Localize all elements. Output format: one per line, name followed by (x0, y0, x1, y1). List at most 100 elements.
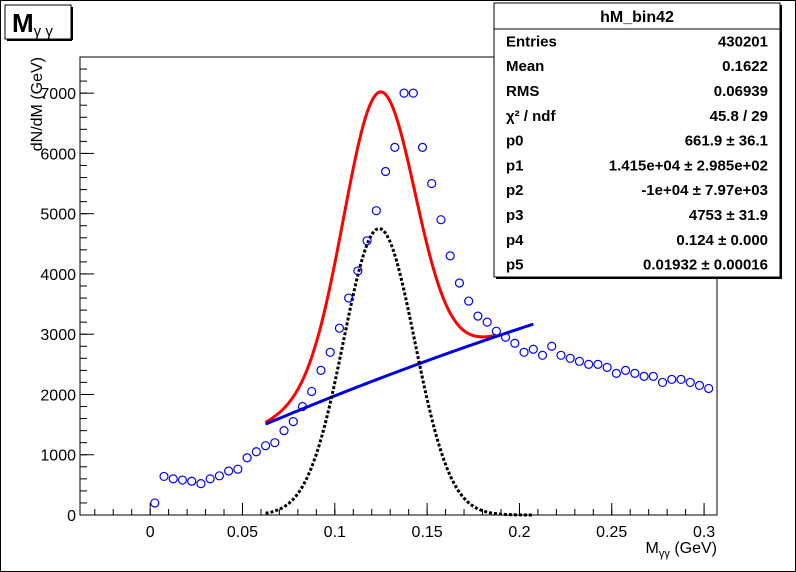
y-tick-label: 5000 (40, 207, 76, 224)
y-tick-label: 1000 (40, 448, 76, 465)
stats-row-value: -1e+04 ± 7.97e+03 (641, 182, 768, 199)
data-point (445, 251, 455, 261)
stats-row-value: 4753 ± 31.9 (689, 207, 768, 224)
stats-row-label: RMS (506, 83, 539, 100)
y-tick-label: 0 (67, 508, 76, 525)
data-point (417, 142, 428, 152)
data-point (667, 374, 677, 385)
data-point (436, 215, 446, 225)
stats-row-value: 0.1622 (722, 58, 768, 75)
data-point (473, 311, 483, 321)
data-point (685, 377, 695, 388)
data-point (380, 166, 391, 177)
x-tick-label: 0 (146, 524, 155, 541)
stats-row-value: 0.124 ± 0.000 (676, 232, 768, 249)
y-tick-label: 3000 (40, 327, 76, 344)
data-point (565, 353, 575, 363)
data-point (159, 471, 169, 482)
hist-title: Mγ γ (12, 8, 53, 40)
data-point (177, 475, 188, 485)
data-point (408, 88, 418, 98)
data-point (242, 453, 252, 463)
data-point (491, 326, 501, 336)
stats-box-title: hM_bin42 (600, 9, 674, 26)
data-point (371, 206, 381, 216)
data-point (464, 296, 474, 306)
stats-row-label: p3 (506, 207, 524, 224)
stats-row-value: 1.415e+04 ± 2.985e+02 (609, 157, 768, 174)
y-axis-title: dN/dM (GeV) (29, 57, 46, 151)
stats-row-label: p2 (506, 182, 524, 199)
data-point (427, 178, 437, 189)
data-point (150, 498, 160, 508)
data-point (519, 347, 529, 357)
stats-row-label: Entries (506, 33, 557, 50)
data-point (704, 383, 714, 394)
data-point (251, 447, 261, 457)
data-point (630, 368, 640, 378)
data-point (297, 401, 308, 412)
data-point (584, 359, 594, 369)
data-point (510, 338, 520, 348)
data-point (205, 474, 215, 484)
stats-row-label: p5 (506, 257, 524, 274)
background-fit-line (264, 322, 534, 426)
axes-layer: 0 0.05 0.1 0.15 0.2 0.25 0.3 0 1000 2000 3000 4000 5… (29, 56, 717, 560)
data-point (454, 278, 465, 288)
data-point (676, 374, 686, 385)
x-tick-label: 0.15 (412, 524, 443, 541)
data-point (344, 293, 354, 303)
data-point (648, 371, 658, 381)
total-fit-line (264, 90, 497, 424)
data-point (390, 142, 400, 152)
x-tick-label: 0.05 (227, 524, 258, 541)
data-point (260, 441, 271, 451)
x-tick-label: 0.25 (596, 524, 627, 541)
x-axis-title: Mγγ (GeV) (646, 540, 717, 560)
y-tick-label: 6000 (40, 146, 76, 163)
data-point (316, 365, 326, 375)
data-point (288, 416, 298, 427)
data-point (547, 341, 557, 351)
data-point (224, 466, 234, 476)
stats-row-value: 0.01932 ± 0.00016 (643, 257, 768, 274)
data-point (694, 380, 705, 391)
y-tick-label: 7000 (40, 86, 76, 103)
stats-row-value: 430201 (718, 33, 768, 50)
data-point (214, 471, 224, 481)
data-point (482, 317, 492, 327)
x-tick-label: 0.3 (693, 524, 715, 541)
data-point (325, 347, 335, 357)
stats-box (493, 2, 781, 278)
data-point (168, 474, 178, 484)
data-point (556, 350, 566, 360)
data-point (602, 362, 612, 372)
data-point (593, 359, 603, 369)
data-point (307, 386, 317, 397)
stats-row-label: Mean (506, 58, 544, 75)
data-point (187, 476, 197, 486)
stats-row-label: p0 (506, 133, 524, 150)
data-point (334, 323, 345, 333)
curves-layer (264, 90, 534, 517)
title-layer: Mγ γ (4, 4, 73, 41)
data-point (279, 426, 289, 436)
stats-row-value: 0.06939 (714, 83, 768, 100)
points-layer (150, 88, 714, 508)
data-point (233, 464, 243, 474)
data-point (196, 479, 206, 489)
data-point (399, 88, 409, 98)
data-point (657, 377, 668, 388)
stats-row-label: p1 (506, 157, 524, 174)
y-tick-label: 2000 (40, 387, 76, 404)
data-point (270, 438, 280, 448)
y-tick-label: 4000 (40, 267, 76, 284)
data-point (639, 371, 649, 381)
data-point (362, 236, 372, 246)
x-tick-label: 0.2 (508, 524, 530, 541)
stats-layer: hM_bin42 Entries 430201 Mean 0.1622 RMS 0.0693… (493, 2, 782, 279)
data-point (353, 266, 363, 276)
data-point (620, 365, 631, 375)
